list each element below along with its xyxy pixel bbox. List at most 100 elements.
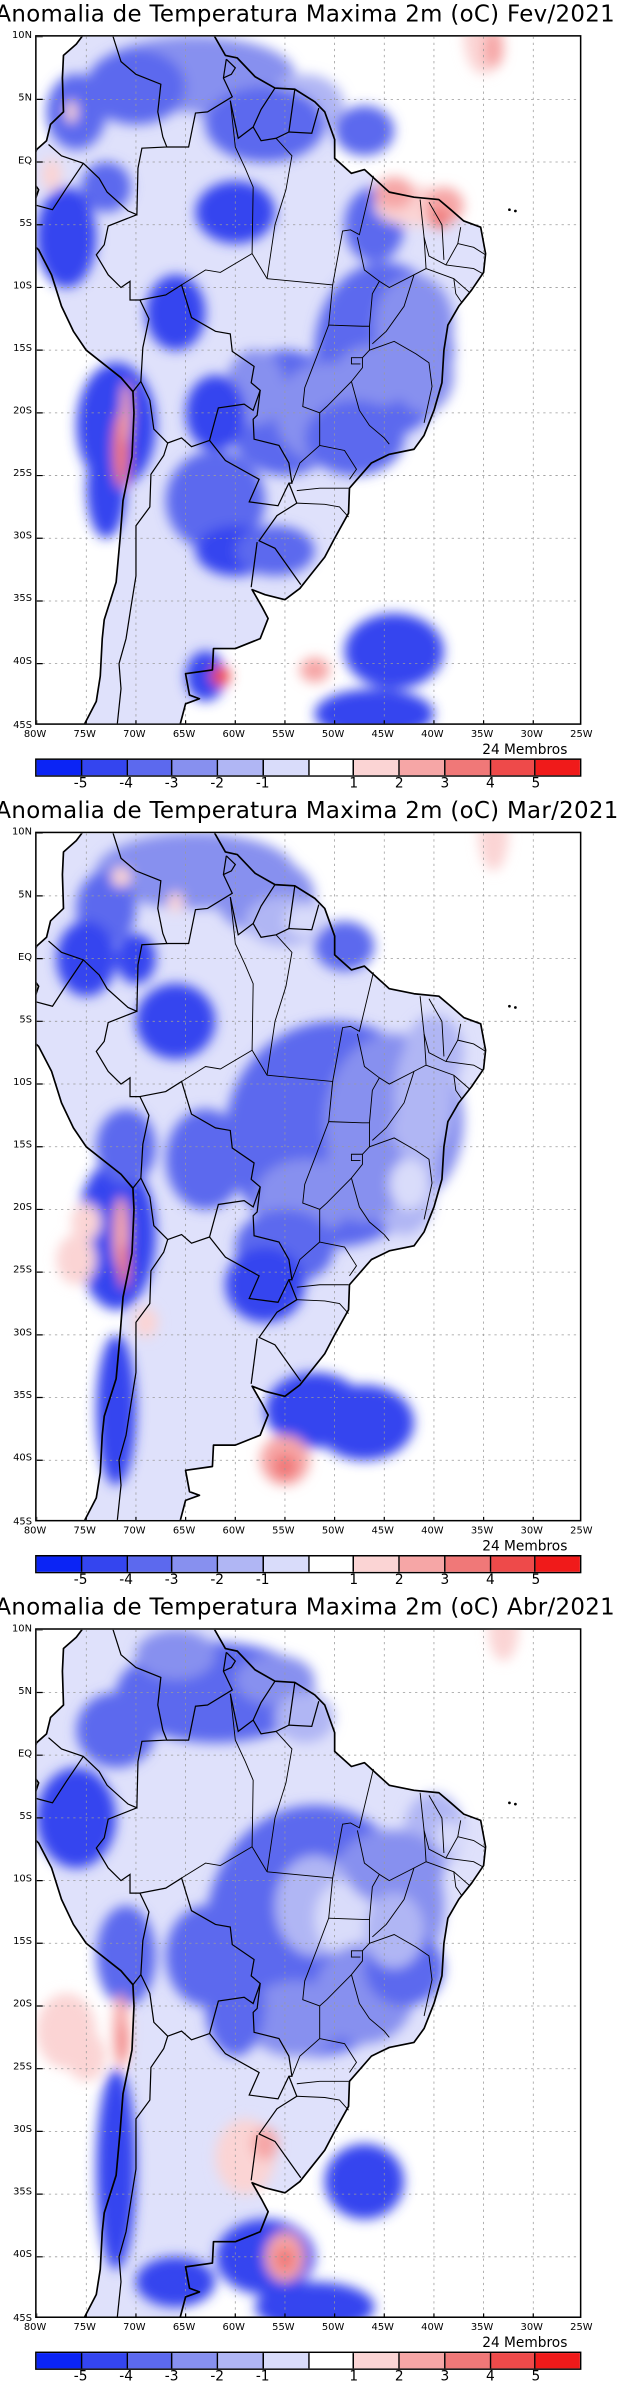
graticule xyxy=(36,833,580,1520)
state-border xyxy=(296,1299,349,1314)
country-border xyxy=(250,541,258,588)
lon-label: 30W xyxy=(520,2321,543,2334)
state-border xyxy=(453,278,463,303)
country-border xyxy=(258,482,302,585)
map-panel: Anomalia de Temperatura Maxima 2m (oC) M… xyxy=(0,797,618,1591)
country-border xyxy=(223,58,237,79)
anomaly-region xyxy=(66,921,107,972)
legend-label: -5 xyxy=(73,776,88,792)
country-border xyxy=(166,1652,234,1741)
state-border xyxy=(319,444,358,480)
lat-label: 35S xyxy=(13,1389,33,1402)
legend-swatch xyxy=(536,2353,580,2369)
legend-label: 1 xyxy=(349,2369,359,2386)
country-border xyxy=(223,1651,237,1672)
lon-label: 40W xyxy=(421,2321,444,2334)
lat-label: 20S xyxy=(13,1997,33,2010)
lat-label: 15S xyxy=(13,1138,33,1151)
anomaly-map xyxy=(35,35,582,725)
coastline xyxy=(36,833,487,1520)
lat-label: EQ xyxy=(17,153,33,166)
anomaly-shading xyxy=(56,833,509,1486)
legend-label: -4 xyxy=(119,776,133,792)
legend-swatch xyxy=(263,2353,310,2369)
anomaly-region xyxy=(41,158,62,191)
anomaly-map xyxy=(35,831,582,1522)
anomaly-region xyxy=(135,2256,216,2307)
lat-label: 40S xyxy=(13,2248,33,2261)
state-border xyxy=(372,1867,415,1938)
country-border xyxy=(139,283,261,448)
state-border xyxy=(350,1974,390,2038)
anomaly-region xyxy=(364,1893,424,1969)
state-border xyxy=(296,502,349,518)
lon-label: 65W xyxy=(172,727,196,741)
anomaly-region xyxy=(334,105,395,156)
legend-swatch xyxy=(82,1556,128,1572)
state-border xyxy=(296,1284,349,1288)
lon-label: 50W xyxy=(321,727,345,741)
country-border xyxy=(250,1338,258,1384)
ensemble-members-label: 24 Membros xyxy=(482,1539,568,1555)
lat-label: 30S xyxy=(13,2122,33,2136)
lat-label: 25S xyxy=(13,1263,33,1276)
legend-label: 3 xyxy=(440,2369,450,2386)
legend-swatch xyxy=(445,2353,491,2369)
island-dot xyxy=(508,1801,511,1805)
lon-label: 35W xyxy=(470,1524,494,1537)
lon-label: 45W xyxy=(371,727,394,741)
country-border xyxy=(139,1080,261,1244)
country-border xyxy=(95,1807,150,1986)
anomaly-region xyxy=(389,1159,429,1210)
ensemble-members-label: 24 Membros xyxy=(482,2336,568,2352)
legend-label: 3 xyxy=(440,1573,450,1589)
legend-label: 2 xyxy=(394,2369,404,2386)
legend-swatch xyxy=(127,759,173,776)
state-border xyxy=(229,100,254,254)
state-border xyxy=(319,324,370,414)
country-border xyxy=(258,1279,302,1382)
state-border xyxy=(457,1039,486,1052)
anomaly-region xyxy=(314,1384,415,1461)
state-border xyxy=(428,1795,445,1854)
lat-label: 10N xyxy=(11,28,33,41)
country-border xyxy=(36,162,84,211)
lat-label: 5N xyxy=(18,887,33,900)
island-dot xyxy=(514,1006,517,1009)
island-dot xyxy=(514,1802,517,1806)
state-border xyxy=(296,487,349,492)
state-border xyxy=(332,175,374,285)
anomaly-region xyxy=(56,1234,97,1285)
panel-title: Anomalia de Temperatura Maxima 2m (oC) A… xyxy=(0,1593,616,1621)
lat-label: 10N xyxy=(11,824,33,838)
legend-swatch xyxy=(309,1556,355,1572)
anomaly-region xyxy=(135,1629,216,1680)
anomaly-region xyxy=(71,1203,102,1241)
anomaly-region xyxy=(36,1767,116,1869)
state-border xyxy=(457,1836,486,1849)
country-border xyxy=(139,1877,261,2041)
legend-label: -5 xyxy=(73,1573,88,1589)
lat-label: 40S xyxy=(13,655,33,668)
legend-swatch xyxy=(218,759,264,776)
anomaly-region xyxy=(76,1692,156,1768)
island-dot xyxy=(514,209,517,213)
legend-swatch xyxy=(354,2353,400,2369)
anomaly-region xyxy=(314,688,434,724)
country-border xyxy=(48,36,168,216)
legend-swatch xyxy=(490,2353,537,2369)
legend-swatch xyxy=(127,1556,173,1572)
state-border xyxy=(229,1693,254,1847)
lon-label: 75W xyxy=(73,727,96,741)
legend-label: 1 xyxy=(349,776,359,792)
country-border xyxy=(95,1010,150,1189)
legend-label: -2 xyxy=(210,776,225,792)
state-border xyxy=(181,252,268,286)
state-border xyxy=(369,1137,433,1220)
legend-label: -2 xyxy=(210,2369,225,2386)
lon-label: 45W xyxy=(371,1524,394,1537)
state-border xyxy=(453,1075,463,1100)
state-border xyxy=(379,1792,427,1882)
state-border xyxy=(267,1074,334,1280)
